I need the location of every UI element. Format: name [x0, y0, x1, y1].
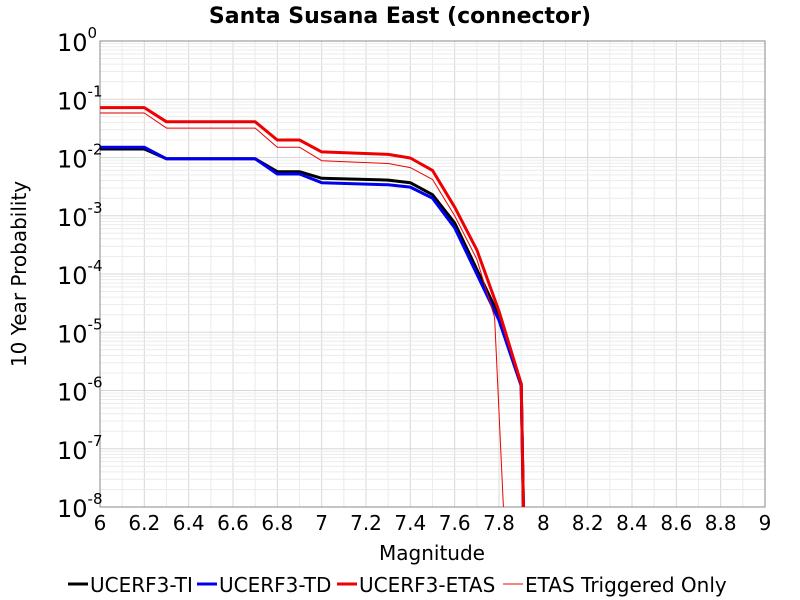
x-tick-label: 8.2 [572, 511, 604, 535]
grid [99, 41, 766, 508]
y-tick-exponent: -6 [88, 374, 103, 392]
series-line-etas-triggered-only [100, 112, 504, 507]
y-tick-label: 100 [57, 24, 97, 57]
series-group [100, 106, 525, 507]
legend: UCERF3-TI UCERF3-TD UCERF3-ETAS ETAS Trigge… [68, 573, 727, 597]
y-tick-base: 10 [57, 495, 88, 523]
legend-label: UCERF3-TD [219, 573, 331, 597]
legend-label: UCERF3-ETAS [359, 573, 495, 597]
y-tick-exponent: -7 [88, 432, 103, 450]
y-tick-label: 10-4 [57, 257, 103, 290]
x-tick-label: 8.8 [705, 511, 737, 535]
y-tick-base: 10 [57, 262, 88, 290]
y-tick-base: 10 [57, 87, 88, 115]
x-tick-label: 6.4 [173, 511, 205, 535]
x-tick-label: 8.4 [616, 511, 648, 535]
y-tick-exponent: -3 [88, 199, 103, 217]
y-tick-label: 10-2 [57, 141, 103, 174]
x-axis-label: Magnitude [379, 541, 485, 565]
y-tick-base: 10 [57, 204, 88, 232]
x-tick-label: 6.8 [261, 511, 293, 535]
x-tick-label: 7.6 [439, 511, 471, 535]
y-tick-label: 10-1 [57, 82, 103, 115]
x-tick-label: 7.2 [350, 511, 382, 535]
y-tick-base: 10 [57, 320, 88, 348]
y-tick-label: 10-5 [57, 315, 103, 348]
y-tick-label: 10-7 [57, 432, 103, 465]
legend-label: ETAS Triggered Only [525, 573, 727, 597]
y-tick-exponent: -2 [88, 141, 103, 159]
y-tick-base: 10 [57, 29, 88, 57]
chart-title: Santa Susana East (connector) [209, 4, 591, 29]
y-tick-exponent: -1 [88, 82, 103, 100]
y-tick-base: 10 [57, 379, 88, 407]
y-tick-exponent: 0 [88, 24, 98, 42]
x-tick-label: 8.6 [660, 511, 692, 535]
y-tick-base: 10 [57, 437, 88, 465]
plot-frame [99, 40, 766, 508]
x-tick-label: 6.2 [128, 511, 160, 535]
y-tick-label: 10-3 [57, 199, 103, 232]
y-tick-label: 10-8 [57, 490, 103, 523]
x-axis-ticks: 6 6.2 6.4 6.6 6.8 7 7.2 7.4 7.6 7.8 8 8.2 8.4 8.6 8.8 9 [94, 511, 772, 535]
x-tick-label: 7.8 [483, 511, 515, 535]
y-tick-base: 10 [57, 146, 88, 174]
x-tick-label: 6 [94, 511, 107, 535]
y-tick-label: 10-6 [57, 374, 103, 407]
legend-label: UCERF3-TI [90, 573, 193, 597]
y-axis-label: 10 Year Probability [7, 181, 31, 367]
x-tick-label: 7.4 [394, 511, 426, 535]
y-tick-exponent: -4 [88, 257, 103, 275]
x-tick-label: 9 [759, 511, 772, 535]
x-tick-label: 7 [315, 511, 328, 535]
series-layer [100, 106, 525, 507]
x-tick-label: 8 [537, 511, 550, 535]
series-line-ucerf3-etas [100, 106, 525, 507]
series-line-ucerf3-td [100, 145, 525, 507]
y-tick-exponent: -5 [88, 315, 103, 333]
x-tick-label: 6.6 [217, 511, 249, 535]
y-tick-exponent: -8 [88, 490, 103, 508]
